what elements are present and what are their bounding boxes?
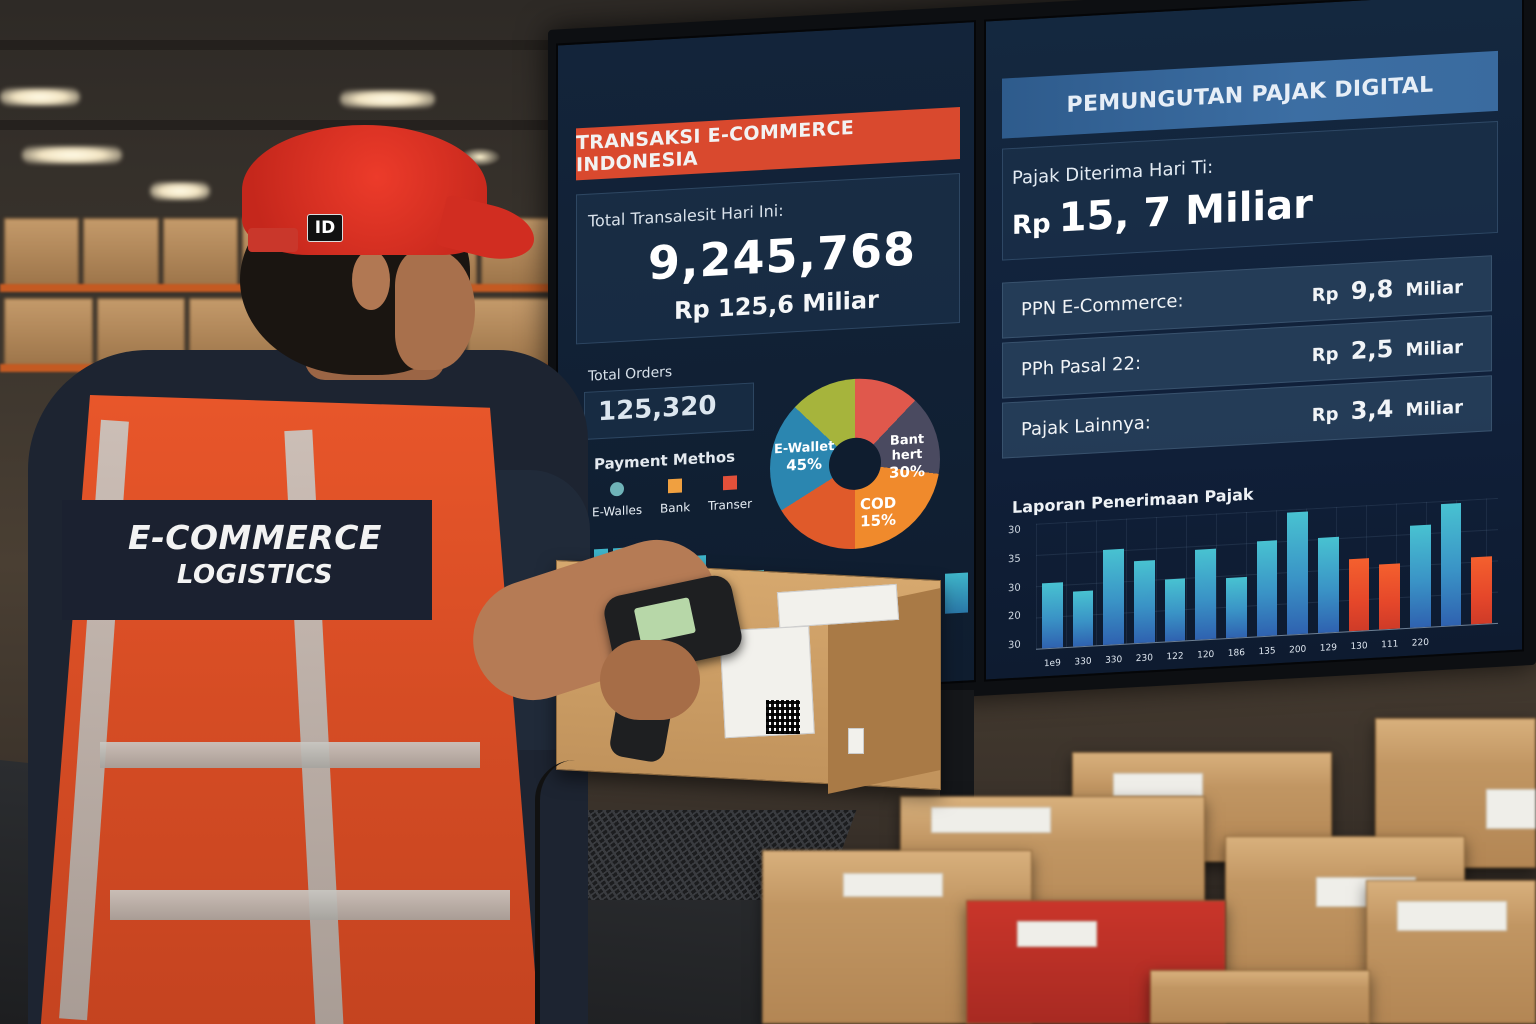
x-tick: 330	[1105, 654, 1123, 666]
tax-row-value: Rp 9,8 Miliar	[1312, 271, 1463, 307]
x-tick: 220	[1411, 637, 1429, 649]
tax-bar	[1226, 576, 1247, 639]
y-tick: 35	[1008, 553, 1021, 566]
unit: Miliar	[1405, 276, 1463, 302]
tax-bar	[1379, 563, 1401, 630]
x-tick	[1471, 634, 1492, 645]
cod-slice-label: COD 15%	[860, 494, 897, 532]
x-tick: 230	[1135, 653, 1153, 665]
tax-bar	[1042, 582, 1063, 649]
amount: 3,4	[1350, 394, 1394, 426]
ewallet-slice-label: E-Wallet 45%	[774, 439, 834, 476]
amount: 9,8	[1350, 274, 1394, 306]
bank-slice-label: Bant hert 30%	[874, 432, 940, 483]
y-tick: 30	[1008, 524, 1021, 537]
tax-bar	[1440, 502, 1462, 627]
slice-name: Bant hert	[889, 431, 925, 464]
slice-percent: 15%	[860, 510, 897, 531]
barcode-sticker	[848, 728, 864, 754]
x-tick: 135	[1258, 646, 1276, 658]
tax-row-label: PPN E-Commerce:	[1021, 289, 1184, 321]
tax-bar	[1164, 577, 1186, 642]
currency-prefix: Rp	[1311, 283, 1339, 307]
slice-percent: 45%	[786, 454, 823, 475]
parcel-box	[1366, 880, 1536, 1024]
x-tick: 200	[1289, 644, 1307, 656]
cap-id-badge-icon: ID	[307, 214, 343, 242]
reflective-strip	[100, 742, 480, 768]
ceiling-beam	[0, 120, 560, 130]
cap-strap	[248, 228, 298, 252]
ceiling-light	[150, 182, 210, 200]
currency-prefix: Rp	[1012, 208, 1051, 242]
plot-area	[1036, 497, 1498, 650]
unit: Miliar	[1405, 396, 1463, 422]
vest-print-band	[62, 500, 432, 620]
x-tick: 120	[1197, 649, 1215, 661]
reflective-strip	[110, 890, 510, 920]
x-tick: 130	[1350, 641, 1368, 653]
tax-row-label: Pajak Lainnya:	[1021, 411, 1151, 441]
tax-bar	[1318, 536, 1339, 633]
worker-hand	[600, 640, 700, 720]
x-tick: 1e9	[1043, 658, 1061, 670]
tax-bar	[1287, 511, 1309, 635]
worker-ear	[352, 250, 390, 310]
tax-bar	[1195, 548, 1217, 640]
tax-revenue-bar-chart: 30 35 30 20 30 1e9 330 330 230 122 120 186 135 200 12…	[1008, 497, 1498, 675]
tax-bar	[1256, 540, 1278, 637]
parcel-box	[1150, 970, 1370, 1024]
tax-row-value: Rp 3,4 Miliar	[1312, 391, 1463, 427]
tax-bar	[1410, 524, 1431, 628]
legend-item-transfer: Transer	[708, 475, 752, 513]
ceiling-beam	[0, 40, 560, 50]
tax-bar	[1103, 548, 1125, 645]
x-tick: 111	[1381, 639, 1399, 651]
currency-prefix: Rp	[1311, 343, 1339, 367]
worker-face	[395, 250, 475, 370]
warehouse-worker: E-COMMERCE LOGISTICS ID	[0, 0, 700, 1024]
tax-bar	[1348, 557, 1370, 632]
x-tick: 122	[1166, 651, 1184, 663]
qr-code-icon	[766, 700, 800, 734]
y-tick: 20	[1008, 610, 1021, 623]
y-axis: 30 35 30 20 30	[1008, 524, 1030, 652]
x-tick	[1441, 636, 1462, 647]
payment-donut-chart: E-Wallet 45% Bant hert 30% COD 15%	[770, 374, 940, 554]
tax-bar	[1134, 559, 1155, 644]
transfer-swatch-icon	[723, 475, 738, 491]
tax-chart-title: Laporan Penerimaan Pajak	[1012, 484, 1254, 518]
currency-prefix: Rp	[1311, 403, 1339, 427]
y-tick: 30	[1008, 582, 1021, 594]
amount: 2,5	[1350, 334, 1394, 366]
ceiling-light	[340, 90, 435, 108]
ceiling-light	[22, 146, 122, 164]
tax-row-value: Rp 2,5 Miliar	[1312, 331, 1463, 367]
vest-text-line2: LOGISTICS	[176, 560, 334, 590]
slice-percent: 30%	[889, 461, 925, 482]
scanner-cable	[535, 760, 575, 1024]
x-tick: 186	[1227, 648, 1245, 659]
ceiling-light	[0, 88, 80, 106]
tax-dashboard-screen: PEMUNGUTAN PAJAK DIGITAL Pajak Diterima …	[984, 0, 1524, 682]
tax-bar	[1072, 590, 1094, 647]
x-tick: 129	[1319, 642, 1337, 654]
scanner-screen	[633, 597, 697, 645]
x-tick: 330	[1074, 656, 1092, 668]
vest-text-line1: E-COMMERCE	[128, 518, 382, 557]
legend-label: Transer	[708, 496, 753, 514]
tax-bar	[1471, 555, 1493, 625]
mini-bar	[945, 572, 969, 614]
unit: Miliar	[1405, 336, 1463, 362]
y-tick: 30	[1008, 639, 1021, 652]
monitor-stand	[940, 690, 974, 810]
tax-row-label: PPh Pasal 22:	[1021, 352, 1142, 381]
